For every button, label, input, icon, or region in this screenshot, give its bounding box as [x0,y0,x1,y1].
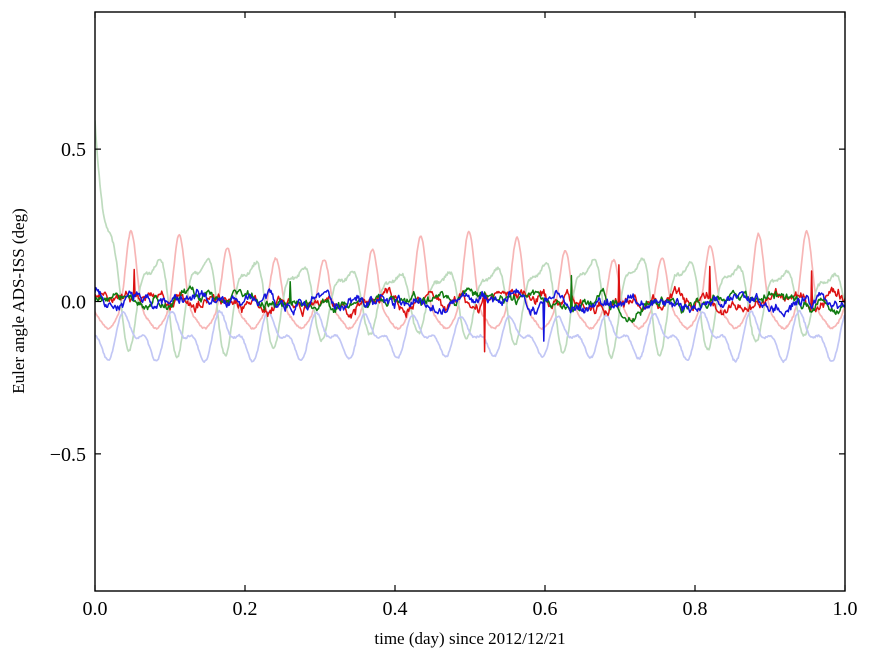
series-line-euler-raw-red-pale [95,229,845,331]
y-tick-label: 0.5 [61,139,86,161]
x-tick-label: 0.0 [83,598,108,620]
series-line-euler-raw-green-pale [95,119,845,360]
axes-layer: 0.0 0.2 0.4 0.6 0.8 1.0 −0.5 0.0 0.5 [50,11,858,620]
x-tick-label: 0.6 [533,598,558,620]
x-tick-label: 0.8 [683,598,708,620]
x-tick-label: 1.0 [833,598,858,620]
x-axis-label: time (day) since 2012/12/21 [374,629,565,648]
y-tick-label: 0.0 [61,292,86,314]
series-line-euler-filtered-blue [95,286,845,342]
x-tick-label: 0.2 [233,598,258,620]
y-axis-label: Euler angle ADS-ISS (deg) [9,208,28,394]
series-line-euler-raw-blue-pale [95,309,845,364]
y-tick-label: −0.5 [50,444,86,466]
x-tick-label: 0.4 [383,598,408,620]
series-layer [95,119,845,364]
series-line-euler-filtered-red [95,264,845,353]
